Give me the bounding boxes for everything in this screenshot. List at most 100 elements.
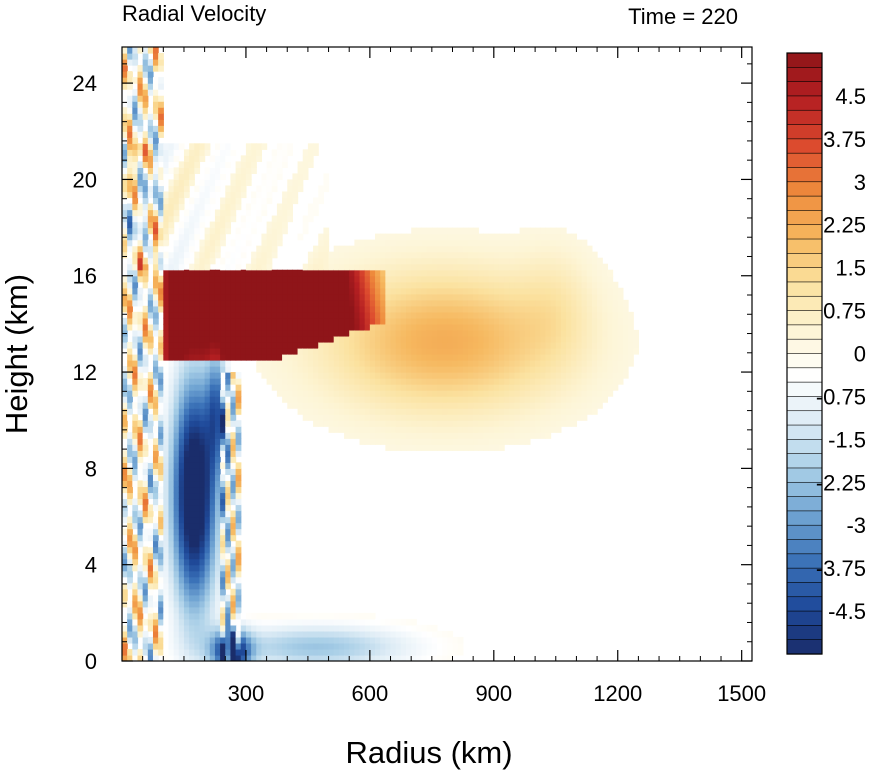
heatmap-cell <box>421 275 428 283</box>
heatmap-cell <box>504 329 510 337</box>
heatmap-cell <box>240 245 247 253</box>
heatmap-cell <box>199 522 206 530</box>
heatmap-cell <box>183 251 190 259</box>
heatmap-cell <box>137 468 144 475</box>
heatmap-cell <box>535 245 541 253</box>
heatmap-cell <box>442 293 448 301</box>
heatmap-cell <box>183 179 190 187</box>
heatmap-cell <box>173 263 180 271</box>
heatmap-cell <box>318 360 324 367</box>
heatmap-cell <box>344 612 350 620</box>
heatmap-cell <box>189 414 195 421</box>
heatmap-cell <box>245 269 252 277</box>
heatmap-cell <box>313 360 319 367</box>
heatmap-cell <box>555 372 562 379</box>
heatmap-cell <box>199 588 206 596</box>
heatmap-cell <box>369 378 376 385</box>
heatmap-cell <box>297 311 304 319</box>
heatmap-cell <box>400 654 407 661</box>
heatmap-cell <box>318 384 324 391</box>
heatmap-cell <box>235 462 242 469</box>
heatmap-cell <box>375 432 381 439</box>
heatmap-cell <box>483 341 490 349</box>
heatmap-cell <box>545 360 552 367</box>
heatmap-cell <box>147 107 154 114</box>
heatmap-cell <box>390 372 397 379</box>
heatmap-cell <box>447 444 454 451</box>
heatmap-cell <box>256 287 263 295</box>
heatmap-cell <box>524 239 531 247</box>
heatmap-cell <box>571 323 578 331</box>
heatmap-cell <box>354 287 361 295</box>
heatmap-cell <box>137 341 144 349</box>
heatmap-cell <box>142 149 149 156</box>
heatmap-cell <box>127 143 133 150</box>
heatmap-cell <box>519 275 526 283</box>
heatmap-cell <box>189 299 195 307</box>
heatmap-cell <box>127 227 133 235</box>
heatmap-cell <box>478 311 485 319</box>
heatmap-cell <box>364 414 371 421</box>
heatmap-cell <box>127 540 133 548</box>
heatmap-cell <box>230 275 237 283</box>
heatmap-cell <box>375 654 381 661</box>
heatmap-cell <box>183 390 190 397</box>
heatmap-cell <box>122 480 128 488</box>
heatmap-cell <box>194 540 201 548</box>
heatmap-cell <box>473 402 479 409</box>
heatmap-cell <box>364 438 371 445</box>
heatmap-cell <box>137 354 144 361</box>
heatmap-cell <box>514 372 521 379</box>
heatmap-cell <box>498 390 505 397</box>
heatmap-cell <box>199 528 206 536</box>
heatmap-cell <box>183 329 190 337</box>
heatmap-cell <box>607 299 614 307</box>
heatmap-cell <box>147 474 154 482</box>
heatmap-cell <box>395 287 402 295</box>
heatmap-cell <box>344 426 350 433</box>
heatmap-cell <box>266 245 273 253</box>
heatmap-cell <box>493 293 500 301</box>
heatmap-cell <box>442 275 448 283</box>
heatmap-cell <box>617 372 624 379</box>
heatmap-cell <box>282 612 288 620</box>
heatmap-cell <box>364 257 371 265</box>
heatmap-cell <box>271 227 278 235</box>
heatmap-cell <box>514 438 521 445</box>
heatmap-cell <box>147 287 154 295</box>
heatmap-cell <box>230 143 237 150</box>
heatmap-cell <box>333 366 340 373</box>
heatmap-cell <box>390 618 397 626</box>
heatmap-cell <box>359 317 366 325</box>
heatmap-cell <box>282 197 288 205</box>
heatmap-cell <box>132 384 139 391</box>
heatmap-cell <box>220 335 226 343</box>
heatmap-cell <box>338 281 345 289</box>
heatmap-cell <box>266 197 273 205</box>
heatmap-cell <box>214 408 221 415</box>
heatmap-cell <box>142 95 149 102</box>
heatmap-cell <box>137 251 144 259</box>
heatmap-cell <box>147 432 154 439</box>
heatmap-cell <box>189 504 195 512</box>
heatmap-cell <box>199 540 206 548</box>
heatmap-cell <box>183 438 190 445</box>
heatmap-cell <box>168 149 175 156</box>
heatmap-cell <box>504 263 510 271</box>
heatmap-cell <box>307 408 314 415</box>
heatmap-cell <box>586 317 593 325</box>
heatmap-cell <box>230 594 237 602</box>
heatmap-cell <box>576 341 583 349</box>
heatmap-cell <box>137 125 144 132</box>
heatmap-cell <box>597 366 603 373</box>
heatmap-cell <box>545 372 552 379</box>
heatmap-cell <box>483 299 490 307</box>
heatmap-cell <box>493 438 500 445</box>
heatmap-cell <box>571 329 578 337</box>
heatmap-cell <box>261 197 268 205</box>
heatmap-cell <box>132 546 139 554</box>
heatmap-cell <box>127 354 133 361</box>
heatmap-cell <box>359 390 366 397</box>
heatmap-cell <box>173 474 180 482</box>
heatmap-cell <box>220 209 226 217</box>
